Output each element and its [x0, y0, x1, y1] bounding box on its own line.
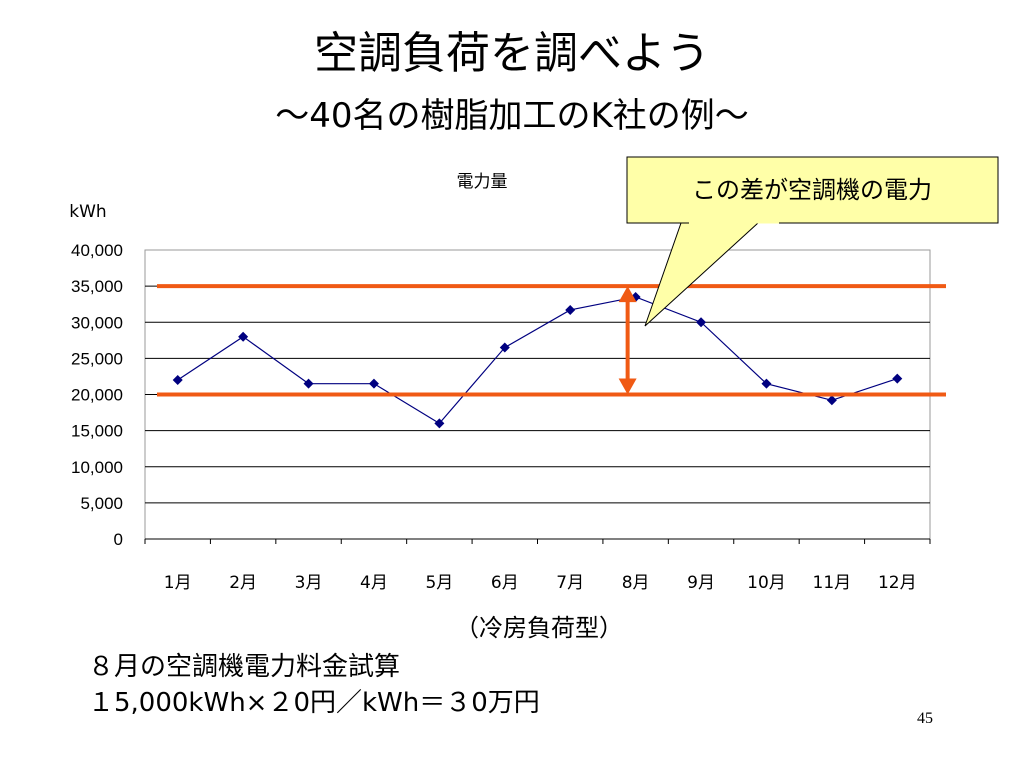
- data-point: [761, 378, 772, 389]
- data-point: [892, 373, 903, 384]
- callout-box: [626, 156, 999, 224]
- chart-title: 電力量: [457, 172, 508, 192]
- data-point: [172, 375, 183, 386]
- y-tick-label: 20,000: [71, 386, 123, 405]
- y-tick-label: 0: [114, 530, 123, 549]
- x-tick-label: 7月: [556, 573, 584, 593]
- x-tick-label: 2月: [229, 573, 257, 593]
- callout-tail: [644, 202, 781, 327]
- x-tick-label: 4月: [360, 573, 388, 593]
- y-tick-label: 40,000: [71, 241, 123, 260]
- callout-text: この差が空調機の電力: [692, 176, 932, 204]
- callout: この差が空調機の電力: [626, 156, 999, 327]
- data-point: [238, 331, 249, 342]
- y-axis-label: kWh: [69, 202, 106, 222]
- slide-title: 空調負荷を調べよう: [314, 28, 710, 79]
- cost-estimate-heading: ８月の空調機電力料金試算: [88, 652, 401, 682]
- arrow-head-up: [618, 286, 637, 303]
- y-tick-label: 25,000: [71, 349, 123, 368]
- x-tick-label: 3月: [295, 573, 323, 593]
- arrow-head-down: [618, 378, 637, 395]
- x-tick-label: 9月: [687, 573, 715, 593]
- x-tick-labels: 1月 2月 3月 4月 5月 6月 7月 8月 9月 10月 11月 12月: [164, 573, 917, 593]
- data-point: [303, 378, 314, 389]
- cost-estimate-formula: １5,000kWh×２0円／kWh＝３0万円: [88, 688, 540, 718]
- x-tick-label: 5月: [425, 573, 453, 593]
- data-point: [565, 304, 576, 315]
- x-tick-label: 1月: [164, 573, 192, 593]
- data-point: [696, 317, 707, 328]
- y-tick-label: 30,000: [71, 313, 123, 332]
- x-tick-label: 6月: [491, 573, 519, 593]
- slide-subtitle: ～40名の樹脂加工のK社の例～: [275, 96, 749, 136]
- chart-caption: （冷房負荷型）: [455, 614, 623, 642]
- page-number: 45: [917, 710, 933, 727]
- x-tick-label: 12月: [878, 573, 917, 593]
- y-tick-label: 10,000: [71, 458, 123, 477]
- y-tick-label: 15,000: [71, 422, 123, 441]
- y-tick-labels: 0 5,000 10,000 15,000 20,000 25,000 30,000 35,0…: [71, 241, 123, 549]
- data-point: [499, 342, 510, 353]
- series-layer: [172, 291, 903, 429]
- x-tick-label: 11月: [813, 573, 852, 593]
- data-point: [368, 378, 379, 389]
- x-tick-label: 8月: [622, 573, 650, 593]
- difference-arrow: [618, 286, 637, 395]
- reference-lines: [157, 284, 946, 397]
- series-line: [177, 296, 898, 425]
- y-tick-label: 35,000: [71, 277, 123, 296]
- x-tick-label: 10月: [747, 573, 786, 593]
- data-point: [826, 395, 837, 406]
- y-tick-label: 5,000: [80, 494, 123, 513]
- data-point: [434, 418, 445, 429]
